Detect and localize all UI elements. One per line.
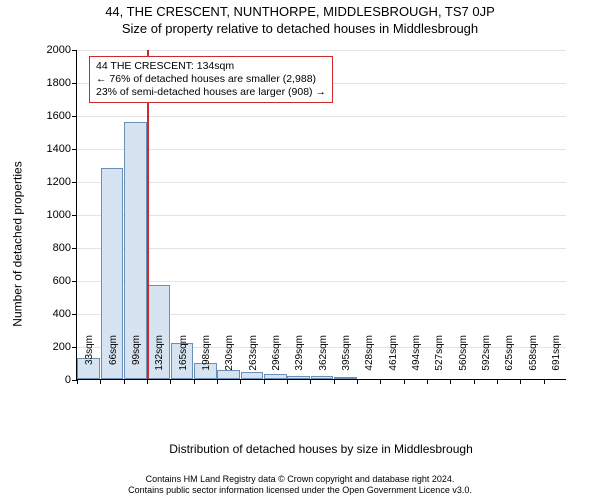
x-tick-mark bbox=[380, 379, 381, 384]
y-tick-label: 1600 bbox=[37, 110, 77, 122]
x-tick-label: 494sqm bbox=[411, 335, 422, 385]
x-tick-label: 592sqm bbox=[481, 335, 492, 385]
x-tick-label: 263sqm bbox=[248, 335, 259, 385]
x-tick-mark bbox=[497, 379, 498, 384]
x-tick-mark bbox=[334, 379, 335, 384]
x-tick-mark bbox=[264, 379, 265, 384]
x-tick-mark bbox=[147, 379, 148, 384]
x-tick-label: 33sqm bbox=[84, 335, 95, 385]
x-tick-mark bbox=[544, 379, 545, 384]
x-tick-label: 560sqm bbox=[458, 335, 469, 385]
y-tick-label: 1200 bbox=[37, 176, 77, 188]
x-tick-mark bbox=[474, 379, 475, 384]
gridline bbox=[77, 215, 566, 216]
x-tick-label: 66sqm bbox=[108, 335, 119, 385]
x-tick-mark bbox=[427, 379, 428, 384]
x-tick-label: 658sqm bbox=[528, 335, 539, 385]
x-tick-mark bbox=[450, 379, 451, 384]
footer-attribution: Contains HM Land Registry data © Crown c… bbox=[0, 474, 600, 496]
x-tick-label: 527sqm bbox=[434, 335, 445, 385]
gridline bbox=[77, 248, 566, 249]
x-tick-label: 428sqm bbox=[364, 335, 375, 385]
chart-container: Number of detached properties 0200400600… bbox=[0, 44, 600, 444]
callout-line2: ← 76% of detached houses are smaller (2,… bbox=[96, 73, 326, 86]
y-axis-label: Number of detached properties bbox=[10, 44, 26, 444]
x-tick-label: 395sqm bbox=[341, 335, 352, 385]
y-tick-label: 1400 bbox=[37, 143, 77, 155]
chart-title-address: 44, THE CRESCENT, NUNTHORPE, MIDDLESBROU… bbox=[0, 4, 600, 19]
x-axis-label: Distribution of detached houses by size … bbox=[76, 442, 566, 456]
x-tick-mark bbox=[194, 379, 195, 384]
x-tick-mark bbox=[357, 379, 358, 384]
y-tick-label: 800 bbox=[37, 242, 77, 254]
x-tick-label: 362sqm bbox=[318, 335, 329, 385]
y-tick-label: 600 bbox=[37, 275, 77, 287]
x-tick-label: 165sqm bbox=[178, 335, 189, 385]
y-tick-label: 0 bbox=[37, 374, 77, 386]
y-tick-label: 200 bbox=[37, 341, 77, 353]
x-tick-label: 625sqm bbox=[504, 335, 515, 385]
x-tick-label: 230sqm bbox=[224, 335, 235, 385]
x-tick-mark bbox=[520, 379, 521, 384]
gridline bbox=[77, 182, 566, 183]
gridline bbox=[77, 50, 566, 51]
x-tick-mark bbox=[124, 379, 125, 384]
gridline bbox=[77, 149, 566, 150]
x-tick-label: 99sqm bbox=[131, 335, 142, 385]
x-tick-mark bbox=[240, 379, 241, 384]
y-tick-label: 400 bbox=[37, 308, 77, 320]
chart-title-block: 44, THE CRESCENT, NUNTHORPE, MIDDLESBROU… bbox=[0, 0, 600, 36]
x-tick-mark bbox=[100, 379, 101, 384]
plot-area: 020040060080010001200140016001800200033s… bbox=[76, 50, 566, 380]
y-tick-label: 2000 bbox=[37, 44, 77, 56]
x-tick-mark bbox=[217, 379, 218, 384]
x-tick-mark bbox=[77, 379, 78, 384]
footer-line2: Contains public sector information licen… bbox=[0, 485, 600, 496]
x-tick-label: 198sqm bbox=[201, 335, 212, 385]
gridline bbox=[77, 116, 566, 117]
x-tick-mark bbox=[287, 379, 288, 384]
x-tick-mark bbox=[404, 379, 405, 384]
x-tick-label: 132sqm bbox=[154, 335, 165, 385]
x-tick-label: 329sqm bbox=[294, 335, 305, 385]
x-tick-mark bbox=[170, 379, 171, 384]
callout-line3: 23% of semi-detached houses are larger (… bbox=[96, 86, 326, 99]
footer-line1: Contains HM Land Registry data © Crown c… bbox=[0, 474, 600, 485]
y-tick-label: 1000 bbox=[37, 209, 77, 221]
x-tick-label: 461sqm bbox=[388, 335, 399, 385]
y-tick-label: 1800 bbox=[37, 77, 77, 89]
callout-box: 44 THE CRESCENT: 134sqm ← 76% of detache… bbox=[89, 56, 333, 103]
callout-line1: 44 THE CRESCENT: 134sqm bbox=[96, 60, 326, 73]
x-tick-label: 691sqm bbox=[551, 335, 562, 385]
x-tick-label: 296sqm bbox=[271, 335, 282, 385]
chart-title-subtitle: Size of property relative to detached ho… bbox=[0, 21, 600, 36]
x-tick-mark bbox=[310, 379, 311, 384]
gridline bbox=[77, 281, 566, 282]
